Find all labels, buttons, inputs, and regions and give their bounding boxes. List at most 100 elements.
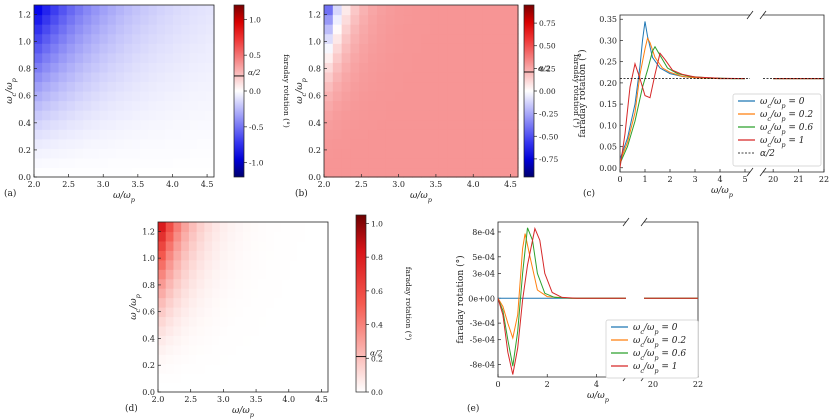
panel-d-heatmap-cell: [312, 373, 321, 384]
panel-b-heatmap-cell: [465, 110, 475, 121]
panel-d-heatmap-cell: [165, 344, 175, 355]
panel-b-heatmap-cell: [473, 100, 484, 111]
panel-b-heatmap-cell: [473, 5, 484, 16]
panel-d-heatmap-cell: [250, 354, 260, 365]
panel-b-heatmap-cell: [465, 71, 475, 83]
panel-d-heatmap-cell: [297, 373, 306, 384]
panel-d-heatmap-cell: [289, 344, 298, 355]
panel-d-heatmap-cell: [304, 325, 314, 336]
panel-d-heatmap-cell: [165, 335, 175, 346]
panel-d-heatmap-cell: [212, 269, 221, 280]
panel-a-heatmap-cell: [173, 52, 182, 63]
panel-e-legend-entry: ωc/ωp = 0: [633, 323, 678, 336]
panel-d-heatmap-cell: [250, 288, 260, 299]
panel-a-heatmap-cell: [50, 62, 60, 73]
panel-d-heatmap-cell: [165, 259, 175, 270]
panel-c-series-line-3: [620, 52, 746, 168]
panel-a-heatmap-cell: [205, 119, 215, 130]
panel-b-heatmap-cell: [385, 148, 396, 159]
panel-b-heatmap-cell: [500, 71, 510, 83]
panel-d-heatmap-cell: [212, 288, 221, 299]
panel-a-heatmap-cell: [164, 33, 174, 44]
panel-a-heatmap-cell: [156, 33, 166, 44]
panel-b-heatmap-cell: [394, 14, 404, 25]
panel-a-heatmap-cell: [83, 24, 92, 35]
panel-a-heatmap-cell: [74, 138, 84, 149]
panel-b-heatmap-cell: [465, 52, 475, 63]
panel-d-heatmap-cell: [289, 278, 298, 289]
panel-c-ytick-label: 0.15: [599, 100, 617, 109]
panel-c-xtick-label: 4: [717, 175, 722, 184]
panel-e-ytick-label: 0e+00: [468, 294, 495, 303]
panel-d-heatmap-cell: [281, 222, 290, 233]
panel-b-heatmap-cell: [500, 167, 510, 178]
panel-e-xtick-label: 20: [648, 380, 658, 389]
panel-b-heatmap-cell: [368, 43, 378, 54]
panel-d-heatmap-cell: [312, 278, 321, 289]
panel-b-heatmap-cell: [359, 71, 369, 83]
panel-d-heatmap-cell: [320, 288, 329, 299]
panel-a-heatmap-cell: [205, 33, 215, 44]
panel-b-heatmap-cell: [456, 138, 466, 149]
panel-b-colorbar: [523, 4, 535, 178]
panel-d-heatmap-cell: [312, 288, 321, 299]
panel-b-heatmap-cell: [376, 100, 387, 111]
panel-a-heatmap-cell: [34, 148, 43, 159]
panel-a-heatmap-cell: [58, 62, 68, 73]
panel-b-heatmap-cell: [341, 62, 352, 73]
panel-a-heatmap-cell: [99, 91, 109, 102]
panel-d-heatmap-cell: [173, 373, 182, 384]
panel-b-heatmap-cell: [438, 33, 449, 44]
panel-d-heatmap-cell: [320, 222, 329, 233]
panel-b-heatmap-cell: [429, 14, 440, 25]
panel-d-heatmap-cell: [196, 278, 205, 289]
panel-a-colorbar-title: faraday rotation (°): [282, 54, 291, 128]
panel-d-heatmap-cell: [158, 297, 167, 308]
panel-d-heatmap-cell: [273, 250, 283, 261]
panel-a-heatmap-cell: [107, 100, 117, 111]
panel-a-heatmap-cell: [50, 148, 60, 159]
panel-d-heatmap-cell: [266, 231, 275, 242]
panel-b-heatmap-cell: [385, 129, 396, 140]
panel-b-heatmap-cell: [412, 148, 422, 159]
panel-b-heatmap-cell: [447, 129, 457, 140]
panel-b-heatmap-cell: [473, 62, 484, 73]
panel-d-heatmap-cell: [273, 316, 283, 327]
panel-b-heatmap-cell: [421, 62, 431, 73]
panel-c-ylabel: faraday rotation (°): [577, 49, 588, 137]
panel-d-heatmap-cell: [312, 382, 321, 393]
panel-d-heatmap-cell: [212, 325, 221, 336]
panel-a-ylabel: ωc/ωp: [5, 77, 18, 103]
panel-e-legend-box: [605, 319, 699, 379]
panel-d-heatmap-cell: [158, 354, 167, 365]
panel-b-heatmap-cell: [500, 52, 510, 63]
panel-b-heatmap-cell: [465, 81, 475, 92]
panel-a-heatmap-cell: [124, 81, 133, 92]
panel-d-heatmap-cell: [258, 288, 267, 299]
panel-a-heatmap-cell: [197, 62, 207, 73]
panel-d-heatmap-cell: [227, 259, 236, 270]
panel-a-heatmap-cell: [124, 43, 133, 54]
panel-b-heatmap-cell: [385, 81, 396, 92]
panel-d-heatmap-cell: [289, 231, 298, 242]
panel-b-heatmap-cell: [350, 81, 360, 92]
panel-d-heatmap-cell: [281, 269, 290, 280]
panel-b-heatmap-cell: [421, 100, 431, 111]
panel-a-heatmap-cell: [91, 5, 101, 16]
panel-d-heatmap-cell: [212, 231, 221, 242]
panel-d-heatmap-cell: [273, 288, 283, 299]
panel-b-heatmap-cell: [482, 62, 493, 73]
panel-d-heatmap-cell: [289, 250, 298, 261]
panel-a-heatmap-cell: [181, 100, 191, 111]
panel-a-heatmap-cell: [205, 167, 215, 178]
panel-a-heatmap-cell: [164, 129, 174, 140]
panel-e-ytick-label: -8e-04: [470, 361, 495, 370]
panel-b-heatmap-cell: [385, 119, 396, 130]
panel-d-heatmap-cell: [219, 250, 229, 261]
panel-d-heatmap-cell: [304, 363, 314, 374]
panel-a-heatmap-cell: [99, 148, 109, 159]
panel-a-heatmap-cell: [74, 81, 84, 92]
panel-c-legend-entry: ωc/ωp = 0.2: [760, 110, 813, 123]
panel-d-heatmap-cell: [266, 354, 275, 365]
panel-d-heatmap-cell: [297, 259, 306, 270]
